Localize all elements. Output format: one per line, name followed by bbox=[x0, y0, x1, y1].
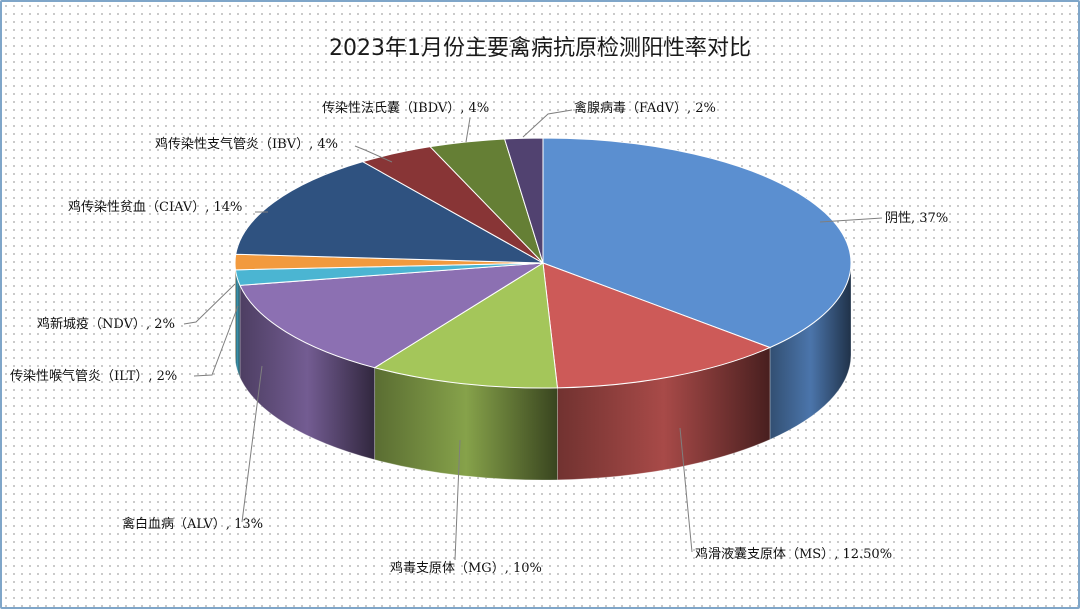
slice-mg bbox=[373, 262, 558, 389]
leader-lines bbox=[183, 109, 883, 561]
data-label-category: 传染性喉气管炎（ILT） bbox=[10, 368, 148, 384]
slice-fadv bbox=[503, 137, 544, 264]
pie-sides bbox=[234, 262, 852, 481]
data-label-value: , 37% bbox=[911, 211, 948, 226]
slice-ciav bbox=[235, 161, 544, 264]
leader-line-ibdv bbox=[465, 117, 471, 143]
data-labels: 阴性, 37% 鸡滑液囊支原体（MS）, 12.50% 鸡毒支原体（MG）, 10%… bbox=[10, 100, 948, 576]
data-label-value: , 2% bbox=[148, 369, 177, 384]
data-label-mg: 鸡毒支原体（MG）, 10% bbox=[390, 560, 542, 576]
data-label-ndv: 鸡新城疫（NDV）, 2% bbox=[37, 316, 175, 332]
data-label-category: 鸡传染性贫血（CIAV） bbox=[68, 199, 205, 215]
data-label-ms: 鸡滑液囊支原体（MS）, 12.50% bbox=[695, 546, 892, 562]
data-label-ilt: 传染性喉气管炎（ILT）, 2% bbox=[10, 368, 177, 384]
data-label-category: 禽白血病（ALV） bbox=[122, 516, 226, 532]
slice-ms bbox=[542, 262, 772, 389]
data-label-category: 鸡新城疫（NDV） bbox=[37, 316, 146, 332]
data-label-negative: 阴性, 37% bbox=[885, 211, 948, 226]
data-label-ciav: 鸡传染性贫血（CIAV）, 14% bbox=[68, 199, 242, 215]
data-label-category: 鸡毒支原体（MG） bbox=[390, 560, 505, 576]
data-label-category: 禽腺病毒（FAdV） bbox=[574, 100, 687, 116]
leader-line-ilt bbox=[193, 305, 239, 377]
slice-side-ilt bbox=[235, 269, 241, 378]
leader-line-negative bbox=[819, 217, 883, 223]
data-label-ibv: 鸡传染性支气管炎（IBV）, 4% bbox=[155, 136, 338, 152]
data-label-category: 鸡滑液囊支原体（MS） bbox=[695, 546, 834, 562]
leader-line-mg bbox=[454, 439, 461, 561]
slice-negative bbox=[542, 137, 852, 349]
data-label-value: , 10% bbox=[505, 561, 542, 576]
data-label-value: , 2% bbox=[687, 101, 716, 116]
data-label-category: 阴性 bbox=[885, 211, 911, 226]
data-label-value: , 2% bbox=[146, 317, 175, 332]
data-label-value: , 12.50% bbox=[834, 547, 892, 562]
data-label-value: , 4% bbox=[309, 137, 338, 152]
data-label-ibdv: 传染性法氏囊（IBDV）, 4% bbox=[322, 100, 489, 116]
data-label-category: 传染性法氏囊（IBDV） bbox=[322, 100, 460, 116]
leader-line-alv bbox=[241, 365, 263, 523]
leader-line-fadv bbox=[522, 109, 573, 138]
pie-slices bbox=[234, 137, 852, 389]
data-label-category: 鸡传染性支气管炎（IBV） bbox=[155, 136, 309, 152]
leader-line-ms bbox=[679, 427, 693, 553]
data-label-fadv: 禽腺病毒（FAdV）, 2% bbox=[574, 100, 716, 116]
chart-title: 2023年1月份主要禽病抗原检测阳性率对比 bbox=[329, 36, 751, 61]
leader-line-ndv bbox=[183, 283, 236, 325]
data-label-value: , 14% bbox=[205, 200, 242, 215]
data-label-value: , 13% bbox=[226, 517, 263, 532]
slice-alv bbox=[239, 262, 544, 369]
leader-line-ibv bbox=[354, 145, 393, 163]
data-label-alv: 禽白血病（ALV）, 13% bbox=[122, 516, 263, 532]
data-label-value: , 4% bbox=[460, 101, 489, 116]
